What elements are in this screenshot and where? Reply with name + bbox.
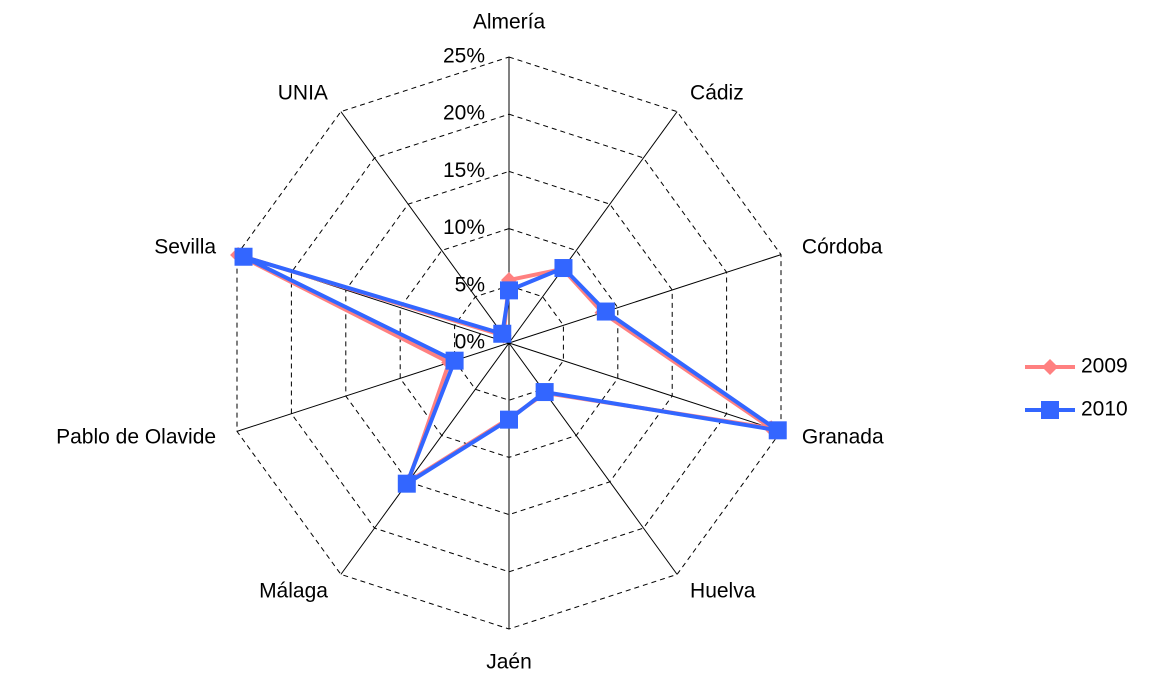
marker bbox=[596, 302, 615, 321]
legend-label: 2010 bbox=[1081, 398, 1128, 421]
category-label: Sevilla bbox=[154, 235, 216, 258]
axis-line bbox=[508, 111, 678, 344]
axis-line bbox=[340, 342, 510, 575]
tick-label: 20% bbox=[443, 102, 485, 125]
category-label: Cádiz bbox=[690, 81, 744, 104]
category-label: Jaén bbox=[486, 651, 532, 674]
marker bbox=[500, 410, 518, 429]
marker bbox=[1042, 359, 1058, 375]
axis-line bbox=[236, 342, 510, 432]
category-label: Almería bbox=[473, 11, 546, 34]
legend-item: 2010 bbox=[1025, 398, 1128, 421]
category-label: Huelva bbox=[690, 580, 756, 603]
marker bbox=[500, 281, 518, 300]
legend-label: 2009 bbox=[1081, 355, 1128, 378]
grid-ring bbox=[345, 170, 673, 516]
axis-line bbox=[508, 342, 782, 432]
tick-label: 5% bbox=[455, 273, 485, 296]
category-label: Málaga bbox=[259, 580, 328, 603]
axis-line bbox=[508, 342, 678, 575]
marker bbox=[234, 247, 253, 266]
category-label: Córdoba bbox=[802, 235, 883, 258]
marker bbox=[535, 383, 554, 402]
tick-label: 15% bbox=[443, 159, 485, 182]
category-label: Pablo de Olavide bbox=[56, 426, 216, 449]
legend-item: 2009 bbox=[1025, 355, 1128, 378]
marker bbox=[1041, 401, 1059, 419]
tick-label: 25% bbox=[443, 45, 485, 68]
category-label: Granada bbox=[802, 426, 884, 449]
axis-line bbox=[340, 111, 510, 344]
marker bbox=[554, 259, 573, 278]
marker bbox=[768, 421, 787, 440]
grid-ring bbox=[290, 113, 728, 573]
tick-label: 10% bbox=[443, 216, 485, 239]
marker bbox=[397, 474, 416, 493]
category-label: UNIA bbox=[278, 81, 328, 104]
grid-ring bbox=[454, 285, 564, 401]
tick-label: 0% bbox=[455, 331, 485, 354]
marker bbox=[445, 351, 464, 370]
axis-line bbox=[508, 254, 782, 344]
marker bbox=[493, 324, 512, 343]
